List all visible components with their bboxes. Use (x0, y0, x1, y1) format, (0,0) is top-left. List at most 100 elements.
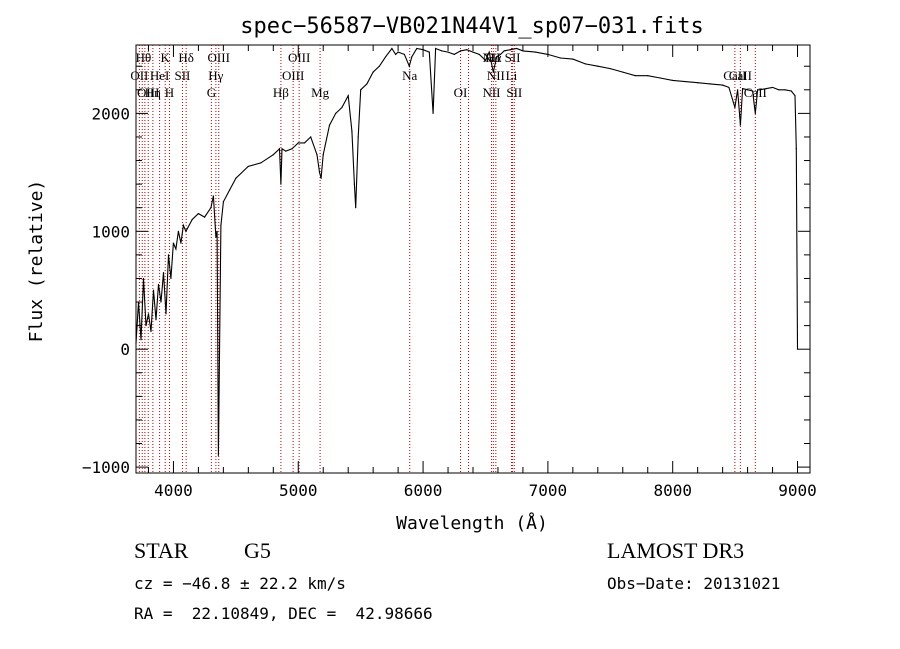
line-label: OIII (208, 50, 230, 65)
flux-point (734, 106, 736, 109)
flux-point (447, 51, 449, 53)
flux-point (210, 207, 212, 209)
flux-point (391, 47, 393, 50)
y-tick-label: 1000 (91, 222, 130, 241)
line-label: OIII (288, 50, 310, 65)
flux-point (509, 49, 512, 51)
flux-point (659, 77, 661, 79)
flux-point (165, 313, 167, 315)
object-class: STAR (134, 538, 189, 563)
flux-point (796, 348, 799, 350)
flux-point (177, 230, 180, 232)
flux-point (790, 90, 792, 92)
flux-point (355, 207, 357, 209)
flux-point (157, 283, 160, 285)
flux-point (684, 80, 686, 83)
line-label: G (207, 85, 216, 100)
flux-point (280, 183, 282, 185)
line-label: Hγ (208, 68, 223, 83)
flux-point (155, 319, 157, 321)
line-label: Hδ (178, 50, 194, 65)
line-label: CaII (729, 68, 752, 83)
line-label: OII (130, 68, 148, 83)
flux-point (145, 325, 147, 327)
flux-point (215, 236, 217, 238)
y-tick-label: 0 (120, 340, 130, 359)
flux-point (672, 79, 674, 81)
flux-point (503, 50, 505, 52)
flux-point (260, 162, 262, 164)
flux-point (162, 271, 165, 274)
line-label: NII (487, 68, 505, 83)
flux-point (496, 56, 498, 58)
flux-point (185, 230, 187, 232)
flux-point (150, 330, 152, 333)
flux-point (795, 148, 797, 150)
flux-point (216, 230, 218, 232)
flux-point (229, 189, 231, 191)
flux-point (197, 213, 200, 215)
flux-point (597, 65, 599, 67)
flux-point (318, 171, 321, 173)
flux-point (478, 53, 480, 56)
flux-point (167, 254, 170, 256)
flux-point (135, 342, 137, 344)
flux-point (453, 53, 455, 56)
flux-point (372, 71, 374, 73)
flux-point (152, 289, 155, 291)
flux-point (488, 51, 490, 53)
flux-point (397, 51, 399, 53)
flux-point (441, 50, 443, 52)
redshift-cz: cz = −46.8 ± 22.2 km/s (134, 574, 346, 593)
flux-point (411, 56, 413, 58)
line-label: OI (454, 85, 468, 100)
line-label: SII (506, 85, 522, 100)
flux-point (220, 224, 222, 226)
flux-point (484, 59, 487, 61)
flux-point (416, 47, 418, 50)
x-tick-label: 5000 (279, 481, 318, 500)
flux-point (492, 71, 494, 73)
flux-point (403, 53, 405, 56)
flux-point (335, 112, 337, 114)
flux-point (466, 49, 468, 51)
flux-point (408, 65, 410, 67)
flux-point (285, 150, 287, 152)
flux-line (135, 47, 799, 456)
flux-point (622, 71, 624, 73)
line-label: Li (506, 68, 518, 83)
line-label: Hβ (273, 85, 289, 100)
flux-point (472, 51, 474, 53)
flux-point (328, 124, 331, 126)
flux-point (751, 90, 754, 92)
flux-point (182, 224, 185, 226)
flux-point (378, 65, 380, 67)
line-label: H (165, 85, 174, 100)
flux-point (434, 47, 437, 50)
line-label: NII (482, 50, 500, 65)
flux-point (647, 75, 649, 77)
flux-point (320, 177, 322, 179)
line-label: Mg (311, 85, 330, 100)
flux-point (609, 67, 611, 70)
plot-border (135, 44, 811, 474)
flux-point (147, 313, 150, 315)
flux-point (737, 89, 739, 91)
flux-point (366, 83, 368, 85)
flux-point (722, 84, 724, 86)
flux-point (357, 136, 359, 138)
flux-point (297, 142, 299, 144)
flux-point (499, 53, 502, 56)
x-axis-label: Wavelength (Å) (396, 512, 548, 534)
flux-point (247, 165, 249, 168)
line-label: Hη (145, 85, 161, 100)
flux-point (303, 142, 306, 144)
chart-title: spec−56587−VB021N44V1_sp07−031.fits (240, 14, 704, 39)
plot-frame (135, 44, 811, 474)
flux-point (759, 89, 761, 91)
line-label: NII (482, 85, 500, 100)
flux-point (235, 177, 237, 179)
line-label: Hθ (136, 50, 152, 65)
spectral-line-markers (138, 45, 756, 473)
